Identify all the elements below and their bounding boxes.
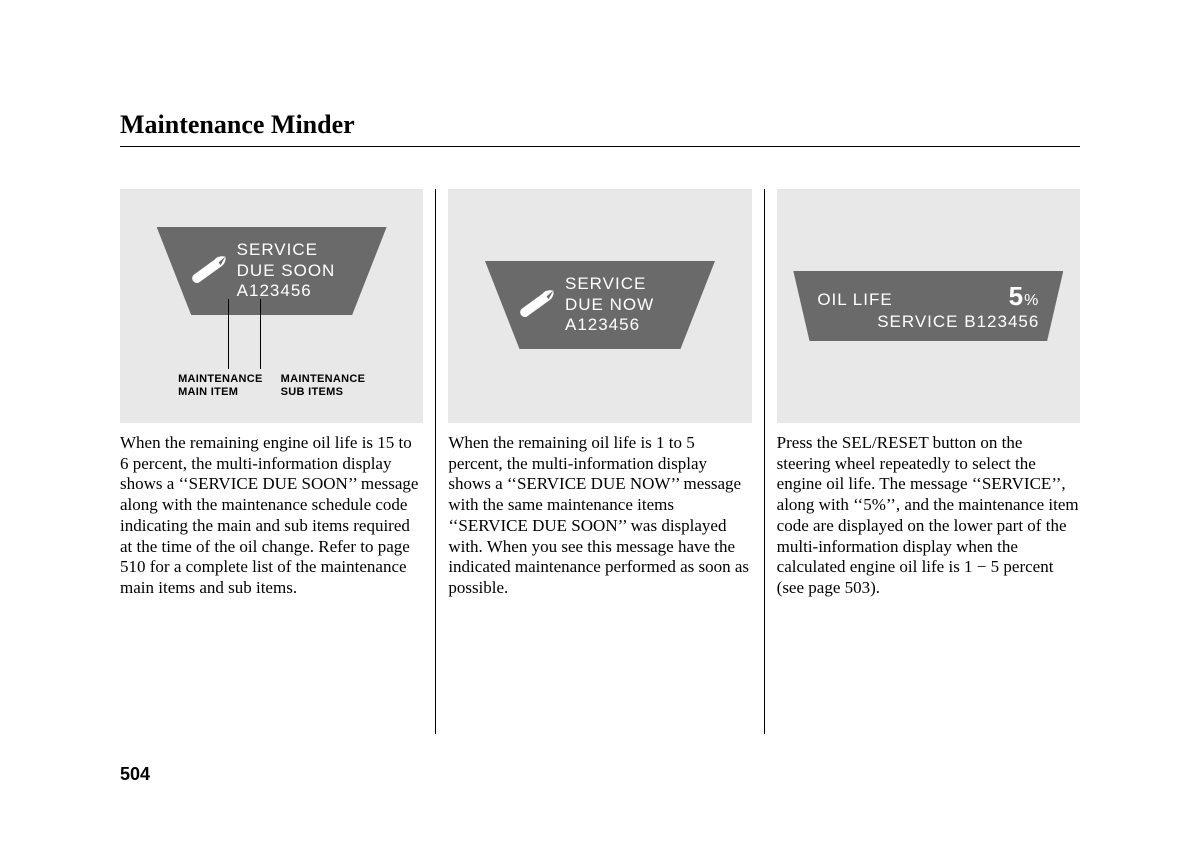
panel-oil-life: OIL LIFE 5% SERVICE B123456 bbox=[777, 189, 1080, 423]
body-text-1: When the remaining engine oil life is 15… bbox=[120, 433, 423, 599]
column-2: SERVICE DUE NOW A123456 When the remaini… bbox=[436, 189, 763, 734]
panel-service-due-now: SERVICE DUE NOW A123456 bbox=[448, 189, 751, 423]
panel-service-due-soon: SERVICE DUE SOON A123456 MAINTENANCE MAI… bbox=[120, 189, 423, 423]
wrench-icon bbox=[185, 247, 233, 295]
callout-line-right bbox=[260, 299, 261, 369]
dashboard-display-soon: SERVICE DUE SOON A123456 bbox=[157, 227, 387, 315]
dash-line3: A123456 bbox=[565, 315, 654, 335]
body-text-2: When the remaining oil life is 1 to 5 pe… bbox=[448, 433, 751, 599]
oil-pct-sym: % bbox=[1024, 292, 1039, 309]
oil-life-label: OIL LIFE bbox=[817, 290, 892, 310]
callout-main-item: MAINTENANCE MAIN ITEM bbox=[178, 373, 263, 399]
columns-container: SERVICE DUE SOON A123456 MAINTENANCE MAI… bbox=[120, 189, 1080, 734]
column-3: OIL LIFE 5% SERVICE B123456 Press the SE… bbox=[765, 189, 1080, 734]
column-1: SERVICE DUE SOON A123456 MAINTENANCE MAI… bbox=[120, 189, 435, 734]
page-title: Maintenance Minder bbox=[120, 110, 1080, 140]
oil-life-percent: 5% bbox=[1009, 281, 1040, 312]
body-text-3: Press the SEL/RESET button on the steeri… bbox=[777, 433, 1080, 599]
dash-text-soon: SERVICE DUE SOON A123456 bbox=[237, 240, 336, 301]
callouts: MAINTENANCE MAIN ITEM MAINTENANCE SUB IT… bbox=[120, 373, 423, 399]
oil-pct-num: 5 bbox=[1009, 281, 1024, 311]
dash-text-now: SERVICE DUE NOW A123456 bbox=[565, 274, 654, 335]
dashboard-display-now: SERVICE DUE NOW A123456 bbox=[485, 261, 715, 349]
dash-line1: SERVICE bbox=[237, 240, 336, 260]
callout-line-left bbox=[228, 299, 229, 369]
dash-line2: DUE SOON bbox=[237, 261, 336, 281]
callout-sub-items: MAINTENANCE SUB ITEMS bbox=[281, 373, 366, 399]
title-rule bbox=[120, 146, 1080, 147]
dashboard-display-oil: OIL LIFE 5% SERVICE B123456 bbox=[793, 271, 1063, 341]
oil-service-line: SERVICE B123456 bbox=[817, 312, 1039, 332]
dash-line1: SERVICE bbox=[565, 274, 654, 294]
wrench-icon bbox=[513, 281, 561, 329]
dash-line3: A123456 bbox=[237, 281, 336, 301]
dash-line2: DUE NOW bbox=[565, 295, 654, 315]
page-number: 504 bbox=[120, 764, 150, 785]
